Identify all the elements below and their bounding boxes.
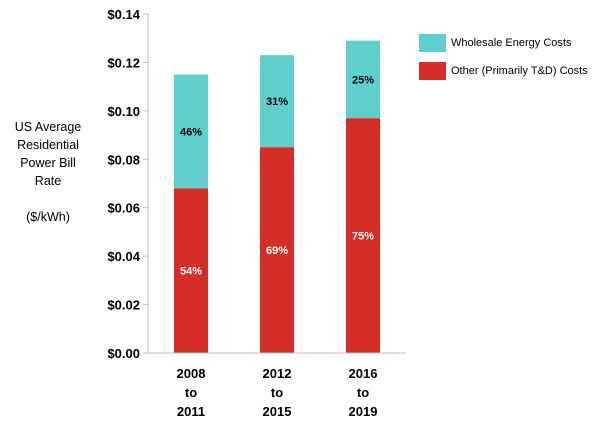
bars: 54% 46% 69% 31% 75% 25% (174, 40, 380, 353)
legend-item-wholesale: Wholesale Energy Costs (419, 33, 588, 53)
y-axis-label-line-2: Residential (17, 138, 79, 152)
y-tick-label: $0.06 (107, 201, 140, 216)
y-tick-label: $0.12 (107, 55, 140, 70)
bar-data-label: 75% (352, 231, 374, 243)
bar-segment (174, 74, 208, 189)
bar-segment (174, 188, 208, 353)
legend-swatch-other (419, 62, 446, 80)
bar-segment (260, 55, 294, 148)
legend-label-wholesale: Wholesale Energy Costs (451, 37, 572, 49)
legend: Wholesale Energy Costs Other (Primarily … (419, 33, 588, 89)
x-tick-label: 2016 to 2019 (349, 366, 378, 419)
y-tick-label: $0.10 (107, 104, 140, 119)
y-axis-label: US Average Residential Power Bill Rate (… (2, 118, 94, 226)
bar-data-label: 31% (266, 96, 288, 108)
x-tick-label: 2008 to 2011 (177, 366, 206, 419)
y-axis-unit: ($/kWh) (26, 210, 70, 224)
y-axis-label-line-3: Power Bill (20, 156, 76, 170)
legend-label-other: Other (Primarily T&D) Costs (451, 65, 588, 77)
y-axis-label-line-1: US Average (14, 120, 82, 134)
bar-segment (346, 40, 380, 119)
legend-item-other: Other (Primarily T&D) Costs (419, 61, 588, 81)
bar-segment (346, 118, 380, 353)
bar-data-label: 69% (266, 245, 288, 257)
y-tick-label: $0.08 (107, 152, 140, 167)
bar-data-label: 46% (180, 126, 202, 138)
bar-segment (260, 147, 294, 353)
y-tick-label: $0.00 (107, 346, 140, 361)
y-tick-label: $0.04 (107, 249, 140, 264)
x-axis: 2008 to 2011 2012 to 2015 2016 to 2019 (148, 352, 406, 419)
y-axis-label-line-4: Rate (34, 174, 62, 188)
y-tick-label: $0.02 (107, 298, 140, 313)
bar-data-label: 25% (352, 74, 374, 86)
y-axis: $0.00 $0.02 $0.04 $0.06 $0.08 $0.10 $0.12 $0.14 (107, 7, 149, 361)
legend-swatch-wholesale (419, 34, 446, 52)
y-tick-label: $0.14 (107, 7, 140, 22)
x-tick-label: 2012 to 2015 (263, 366, 292, 419)
bar-data-label: 54% (180, 266, 202, 278)
